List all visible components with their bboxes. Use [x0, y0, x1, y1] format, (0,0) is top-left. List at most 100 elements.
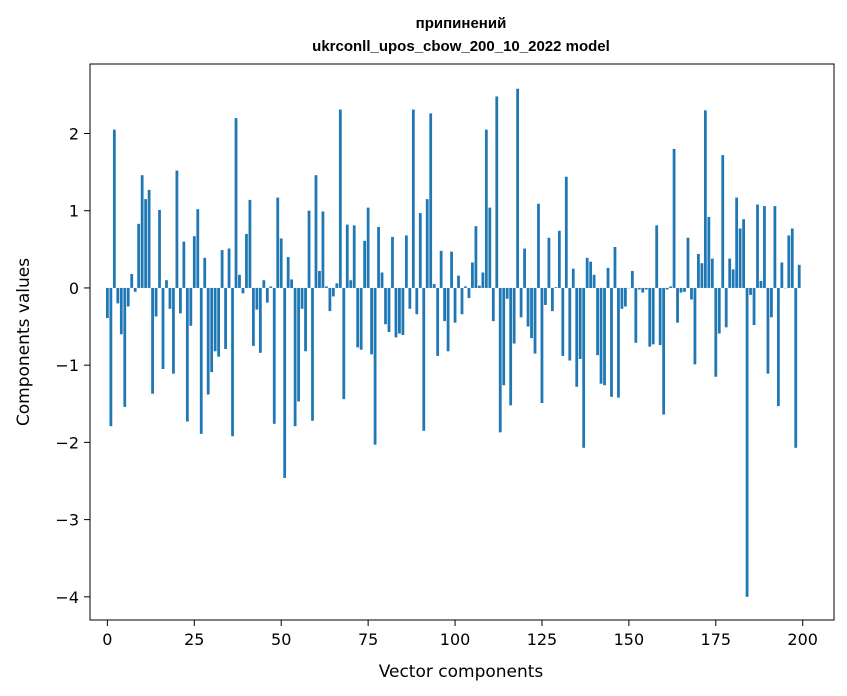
bar [585, 257, 589, 288]
bar [206, 287, 210, 395]
bar [776, 287, 780, 407]
bar [137, 223, 141, 288]
bar [192, 236, 196, 288]
bar [575, 287, 579, 387]
bar [227, 248, 231, 288]
bar [255, 287, 259, 310]
bar [780, 262, 784, 288]
bar [797, 264, 801, 288]
y-tick-label: 2 [69, 125, 79, 144]
bar [509, 287, 513, 406]
bar [116, 287, 120, 304]
bar [457, 275, 460, 288]
bar [297, 287, 300, 402]
bar [617, 287, 620, 398]
bar [644, 287, 648, 290]
bar [290, 279, 294, 288]
bar [408, 287, 412, 309]
bar [686, 237, 690, 288]
bar [425, 199, 429, 288]
x-tick-label: 175 [701, 630, 732, 649]
x-tick-label: 100 [440, 630, 471, 649]
bar [349, 280, 353, 288]
bar [763, 206, 766, 288]
bar [126, 287, 130, 307]
bar [756, 204, 759, 288]
bar [276, 197, 280, 288]
bar [411, 109, 415, 288]
bar [474, 226, 478, 288]
bar [429, 113, 433, 288]
bar [269, 286, 273, 288]
bar [328, 287, 332, 312]
bar [759, 280, 763, 288]
x-tick-label: 25 [184, 630, 204, 649]
bar [662, 287, 666, 415]
bar [731, 269, 735, 288]
bar [356, 287, 360, 348]
bar [394, 287, 398, 338]
x-tick-label: 0 [102, 630, 112, 649]
bar [624, 287, 627, 307]
bar [537, 203, 540, 288]
bar [252, 287, 255, 346]
bar [540, 287, 544, 403]
bar [561, 287, 565, 356]
bar [404, 235, 408, 288]
bar [331, 287, 335, 297]
bar [693, 287, 697, 365]
bar [154, 287, 158, 317]
bar [551, 287, 554, 312]
bar [610, 287, 613, 397]
bar [578, 287, 582, 359]
bar [700, 263, 704, 288]
bar [119, 287, 123, 335]
bar [300, 287, 304, 309]
bar [596, 287, 599, 356]
bar [418, 213, 422, 288]
bar [391, 236, 394, 288]
bar [703, 110, 707, 288]
bar [185, 287, 189, 422]
x-tick-label: 50 [271, 630, 291, 649]
bar [495, 96, 499, 288]
bar [321, 211, 325, 288]
bar [318, 270, 321, 288]
x-axis: 0 25 50 75 100 125 150 175 200 [102, 620, 818, 649]
x-tick-label: 125 [527, 630, 558, 649]
bar [140, 175, 144, 288]
bar [401, 287, 405, 336]
bar [133, 287, 137, 292]
bar [182, 241, 186, 288]
bar [735, 197, 739, 288]
bar [606, 267, 610, 288]
bar [589, 261, 593, 288]
bar [439, 250, 443, 288]
bar [311, 287, 314, 421]
bar [533, 287, 537, 354]
bar [547, 237, 551, 288]
x-tick-label: 150 [614, 630, 645, 649]
bar [165, 280, 168, 288]
bar [738, 228, 742, 288]
bar [265, 287, 269, 303]
bar [752, 287, 756, 326]
bar [443, 287, 447, 322]
bar [745, 287, 749, 597]
bar [707, 216, 711, 288]
chart-title: припинений [416, 15, 507, 32]
bar [526, 287, 530, 327]
bar [307, 210, 311, 288]
bar [637, 287, 641, 290]
bar [568, 287, 572, 361]
bar [304, 287, 307, 352]
bar [189, 287, 193, 326]
bar [787, 235, 791, 288]
bar [523, 248, 526, 288]
bar [151, 287, 154, 394]
bar [488, 207, 492, 288]
bar [373, 287, 377, 445]
bar [453, 287, 457, 323]
y-tick-label: −3 [55, 511, 79, 530]
